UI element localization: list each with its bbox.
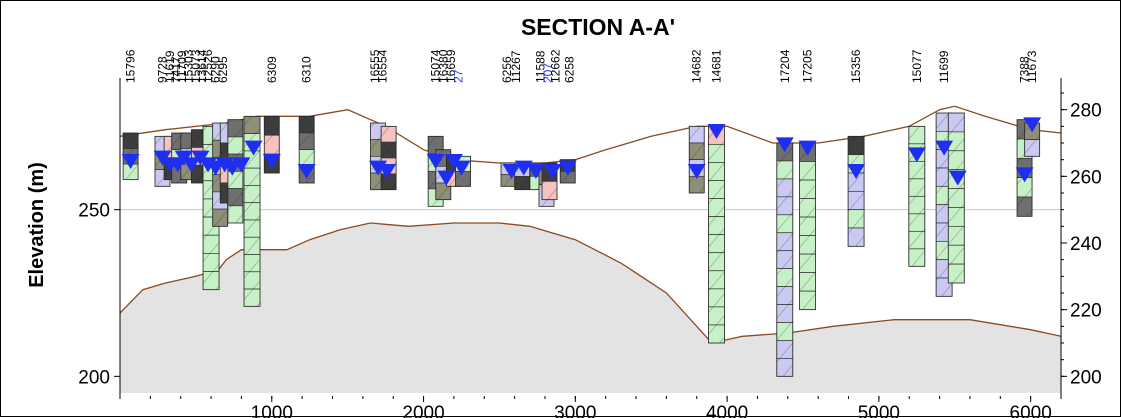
well-label-15077: 15077 [910, 49, 924, 83]
well-label-13614: 13614 [195, 49, 209, 83]
borehole-outline [847, 135, 865, 247]
water-level-marker [452, 160, 471, 176]
y-left-tick-label: 200 [78, 367, 110, 388]
y-right-tick-label: 220 [1070, 301, 1102, 322]
well-label-15796: 15796 [124, 49, 138, 83]
water-level-marker [437, 170, 456, 186]
water-level-marker [378, 164, 397, 179]
borehole-outline [908, 125, 926, 267]
y-right-tick-label: 200 [1070, 367, 1102, 388]
well-label-15073: 15073 [189, 49, 203, 83]
well-label-15356: 15356 [849, 49, 863, 83]
y-left-tick-label: 250 [78, 201, 110, 222]
water-level-marker [1015, 167, 1034, 183]
borehole-outline [243, 115, 261, 307]
well-label-9728: 9728 [156, 56, 170, 83]
water-level-marker [502, 164, 521, 179]
x-tick-label: 1000 [251, 403, 293, 418]
borehole-15356 [847, 135, 865, 247]
water-level-marker [232, 157, 251, 173]
water-level-marker [1023, 117, 1042, 133]
borehole-6295 [243, 115, 261, 307]
well-label-14682: 14682 [690, 49, 704, 83]
borehole-outline [227, 119, 244, 224]
plot-area: 15796 97281161974171170915303150731361412… [120, 49, 1061, 393]
water-level-marker [121, 154, 140, 169]
chart-title: SECTION A-A' [521, 14, 675, 40]
well-label-16380: 16380 [436, 49, 450, 83]
water-level-marker [935, 140, 954, 156]
water-level-marker [707, 124, 726, 139]
well-label-6258: 6258 [562, 56, 576, 83]
y-right-tick-label: 280 [1070, 101, 1102, 122]
borehole-17205 [799, 142, 816, 311]
water-level-marker [558, 160, 577, 176]
bedrock-fill [120, 223, 1061, 393]
water-level-marker [182, 157, 201, 173]
well-label-11588: 11588 [533, 50, 547, 83]
water-level-marker [244, 140, 263, 156]
y-right-tick-label: 240 [1070, 234, 1102, 255]
borehole-6310 [298, 115, 315, 184]
y-axis-label: Elevation (m) [26, 162, 48, 288]
well-label-17204: 17204 [778, 49, 792, 83]
well-label-6256: 6256 [500, 56, 514, 83]
well-label-27: 27 [452, 69, 466, 83]
well-label-11699: 11699 [937, 50, 951, 83]
water-level-marker [687, 164, 706, 179]
water-level-marker [297, 164, 316, 179]
water-level-marker [426, 154, 445, 169]
well-label-16659: 16659 [444, 49, 458, 83]
y-right-tick-label: 260 [1070, 167, 1102, 188]
borehole-14682 [688, 125, 705, 194]
borehole-outline [708, 125, 725, 344]
water-level-marker [543, 164, 562, 179]
water-level-marker [847, 164, 866, 179]
well-label-6310: 6310 [300, 56, 314, 83]
well-label-15303: 15303 [181, 49, 195, 83]
axes: 1000 2000 3000 4000 5000 6000 200 250 200 220 240 2… [78, 78, 1102, 418]
borehole-outline [776, 142, 794, 377]
borehole-11699b [947, 112, 965, 284]
x-tick-label: 5000 [858, 403, 900, 418]
x-tick-label: 3000 [554, 403, 596, 418]
borehole-outline [947, 112, 965, 284]
water-level-marker [262, 154, 281, 169]
borehole-outline [380, 125, 397, 191]
well-label-7417: 7417 [169, 56, 183, 83]
x-tick-label: 4000 [706, 403, 748, 418]
well-label-11709: 11709 [175, 50, 189, 83]
well-label-11673: 11673 [1025, 50, 1039, 83]
borehole-outline [688, 125, 705, 194]
x-tick-label: 2000 [402, 403, 444, 418]
bedrock-line [120, 222, 1061, 344]
well-label-6295: 6295 [216, 56, 230, 83]
well-label-11619: 11619 [163, 50, 177, 83]
borehole-outline [799, 142, 816, 311]
well-label-14681: 14681 [710, 49, 724, 83]
borehole-17204 [776, 142, 794, 377]
well-label-11267: 11267 [509, 50, 523, 83]
borehole-14681 [708, 125, 725, 344]
well-label-6309: 6309 [265, 56, 279, 83]
well-label-17205: 17205 [801, 49, 815, 83]
water-level-marker [907, 147, 926, 163]
well-label-7388: 7388 [1018, 56, 1032, 83]
water-level-marker [775, 137, 794, 153]
well-label-16554: 16554 [376, 49, 390, 83]
well-label-207: 207 [541, 63, 555, 83]
water-level-marker [948, 170, 967, 186]
well-label-6290: 6290 [209, 56, 223, 83]
well-label-16555: 16555 [368, 49, 382, 83]
water-level-marker [798, 140, 817, 156]
well-label-12662: 12662 [549, 49, 563, 83]
water-level-marker [526, 164, 545, 179]
well-label-15074: 15074 [429, 49, 443, 83]
borehole-16554 [380, 125, 397, 191]
x-tick-label: 6000 [1010, 403, 1052, 418]
well-label-12526: 12526 [201, 49, 215, 83]
